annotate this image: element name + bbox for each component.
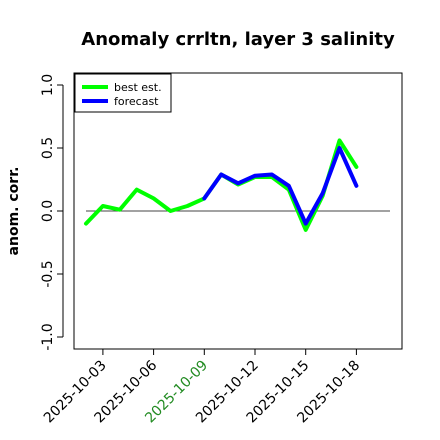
chart-title: Anomaly crrltn, layer 3 salinity [81,29,395,50]
legend-label-best-est: best est. [114,81,162,94]
y-tick-label: -0.5 [40,260,56,287]
legend: best est. forecast [74,73,172,113]
y-axis: -1.0 -0.5 0.0 0.5 1.0 [40,74,64,351]
y-tick-label: -1.0 [40,323,56,350]
x-axis: 2025-10-032025-10-062025-10-092025-10-12… [41,348,363,426]
series-line-forecast [202,146,359,226]
series-line-best-est [84,138,359,232]
series-layer [84,138,359,232]
y-axis-label: anom. corr. [6,167,22,256]
legend-box [74,73,172,113]
y-tick-label: 0.5 [40,137,56,159]
y-tick-label: 1.0 [40,74,56,96]
y-tick-label: 0.0 [40,200,56,222]
legend-label-forecast: forecast [114,95,159,108]
